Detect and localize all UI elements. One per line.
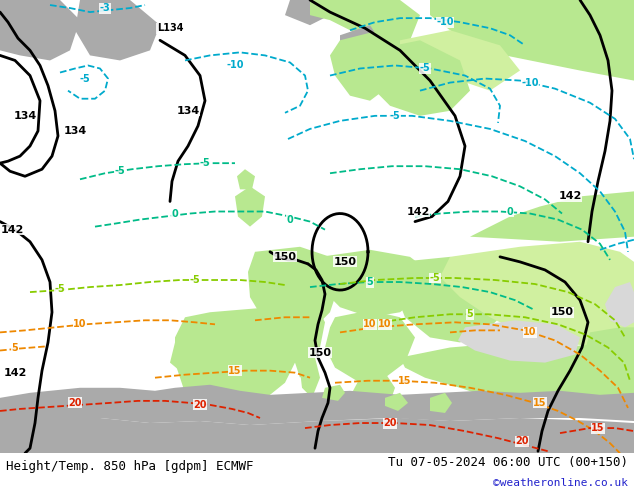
Polygon shape [400, 343, 595, 403]
Text: ©weatheronline.co.uk: ©weatheronline.co.uk [493, 478, 628, 488]
Text: 150: 150 [550, 307, 574, 317]
Text: Height/Temp. 850 hPa [gdpm] ECMWF: Height/Temp. 850 hPa [gdpm] ECMWF [6, 460, 254, 473]
Text: 134: 134 [63, 126, 87, 136]
Polygon shape [330, 30, 400, 101]
Text: 150: 150 [309, 347, 332, 358]
Polygon shape [248, 247, 340, 343]
Text: 142: 142 [559, 192, 581, 201]
Text: 142: 142 [3, 368, 27, 378]
Polygon shape [325, 310, 415, 383]
Polygon shape [370, 40, 470, 116]
Polygon shape [385, 393, 408, 411]
Text: 10: 10 [523, 327, 537, 338]
Text: 10: 10 [74, 319, 87, 329]
Polygon shape [0, 418, 634, 433]
Text: -10: -10 [226, 60, 243, 71]
Polygon shape [340, 25, 380, 55]
Polygon shape [170, 338, 190, 373]
Polygon shape [585, 327, 634, 355]
Polygon shape [310, 0, 420, 55]
Text: 0: 0 [507, 206, 514, 217]
Text: -5: -5 [420, 64, 430, 74]
Text: 0: 0 [287, 215, 294, 224]
Polygon shape [0, 385, 634, 425]
Polygon shape [395, 257, 510, 343]
Text: 5: 5 [11, 343, 18, 353]
Text: 15: 15 [398, 376, 411, 386]
Polygon shape [300, 358, 320, 398]
Polygon shape [400, 30, 520, 91]
Polygon shape [75, 0, 160, 60]
Polygon shape [430, 0, 634, 80]
Text: 5: 5 [366, 277, 373, 287]
Text: -5: -5 [55, 284, 65, 294]
Text: 150: 150 [273, 252, 297, 262]
Polygon shape [285, 0, 330, 25]
Text: 0: 0 [172, 209, 178, 219]
Polygon shape [292, 302, 325, 378]
Text: -3: -3 [100, 3, 110, 13]
Text: 142: 142 [0, 224, 23, 235]
Polygon shape [440, 242, 634, 347]
Text: 134: 134 [176, 106, 200, 116]
Text: 20: 20 [383, 418, 397, 428]
Text: Tu 07-05-2024 06:00 UTC (00+150): Tu 07-05-2024 06:00 UTC (00+150) [387, 456, 628, 469]
Text: -5: -5 [80, 74, 91, 84]
Text: L134: L134 [157, 23, 183, 33]
Polygon shape [470, 192, 634, 242]
Text: 20: 20 [515, 436, 529, 446]
Text: -10: -10 [436, 17, 454, 27]
Text: 142: 142 [406, 206, 430, 217]
Text: 15: 15 [533, 398, 547, 408]
Text: 134: 134 [13, 111, 37, 121]
Text: -5: -5 [200, 158, 210, 168]
Polygon shape [352, 373, 395, 418]
Polygon shape [535, 343, 634, 403]
Polygon shape [175, 307, 300, 418]
Text: 10: 10 [363, 319, 377, 329]
Text: 15: 15 [592, 423, 605, 433]
Polygon shape [320, 250, 430, 318]
Text: 20: 20 [68, 398, 82, 408]
Text: -10: -10 [521, 77, 539, 88]
Text: -5: -5 [115, 166, 126, 176]
Text: -5: -5 [190, 275, 200, 285]
Text: 20: 20 [193, 400, 207, 410]
Polygon shape [237, 169, 255, 189]
Text: 15: 15 [228, 366, 242, 376]
Polygon shape [235, 186, 265, 226]
Text: 150: 150 [333, 257, 356, 267]
Text: -5: -5 [430, 273, 441, 283]
Polygon shape [302, 398, 325, 418]
Polygon shape [458, 320, 580, 363]
Polygon shape [0, 0, 80, 60]
Polygon shape [430, 393, 452, 413]
Polygon shape [0, 433, 634, 453]
Text: -5: -5 [390, 111, 401, 121]
Polygon shape [322, 385, 345, 401]
Polygon shape [605, 282, 634, 327]
Text: 5: 5 [467, 309, 474, 319]
Text: 10: 10 [378, 319, 392, 329]
